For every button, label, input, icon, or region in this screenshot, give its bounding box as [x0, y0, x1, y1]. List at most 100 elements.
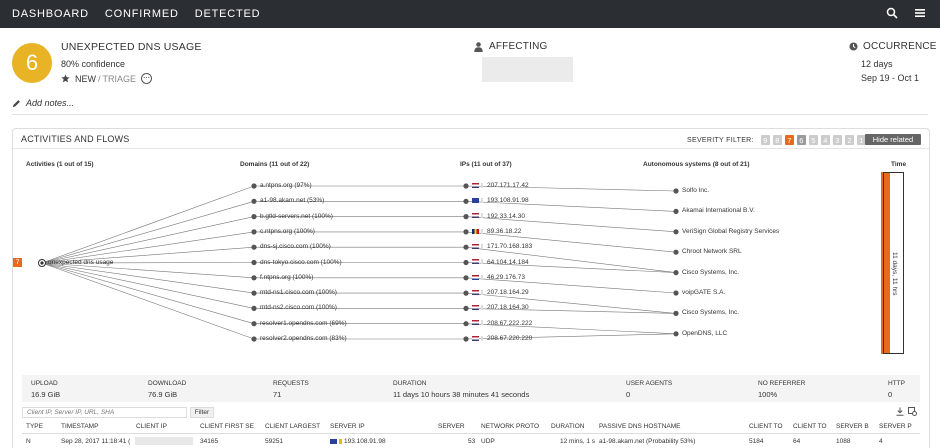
col-server-p[interactable]: SERVER P [879, 423, 912, 430]
domain-node[interactable] [251, 214, 257, 220]
domain-label[interactable]: mtd-ns1.cisco.com (100%) [260, 289, 337, 297]
domain-node[interactable] [251, 259, 257, 266]
ip-label[interactable]: 89.36.18.22 [472, 228, 521, 236]
domain-label[interactable]: f.ntpns.org (100%) [260, 273, 314, 281]
domain-node[interactable] [251, 183, 257, 189]
activity-label[interactable]: unexpected dns usage [48, 259, 114, 266]
severity-4-button[interactable]: 4 [820, 135, 830, 145]
as-node[interactable] [673, 331, 679, 337]
ip-label[interactable]: 208.67.220.220 [472, 335, 532, 343]
domain-node[interactable] [251, 305, 257, 311]
menu-icon[interactable] [914, 7, 928, 21]
domain-label[interactable]: c.ntpns.org (100%) [260, 227, 315, 235]
domain-label[interactable]: a1-98.akam.net (53%) [260, 197, 325, 205]
domain-node[interactable] [251, 198, 257, 204]
flow-filter-input[interactable] [22, 407, 187, 418]
domain-label[interactable]: resolver1.opendns.com (69%) [260, 319, 347, 327]
severity-1-button[interactable]: 1 [856, 135, 866, 145]
severity-7-button[interactable]: 7 [784, 135, 794, 145]
col-client-largest[interactable]: CLIENT LARGEST [265, 423, 321, 430]
domain-label[interactable]: a.ntpns.org (97%) [260, 182, 312, 189]
as-node[interactable] [673, 188, 679, 194]
row-server-ip[interactable]: 193.108.91.98 [330, 438, 386, 445]
more-options-icon[interactable]: ⋯ [141, 73, 153, 84]
domain-label[interactable]: dns-sj.cisco.com (100%) [260, 243, 331, 251]
severity-9-button[interactable]: 9 [760, 135, 770, 145]
ip-node[interactable] [463, 183, 469, 189]
as-label[interactable]: VeriSign Global Registry Services [682, 227, 780, 235]
tab-detected[interactable]: DETECTED [194, 8, 261, 20]
col-duration[interactable]: DURATION [551, 423, 585, 430]
ip-label[interactable]: 207.171.17.42 [472, 182, 529, 190]
ip-node[interactable] [463, 321, 469, 327]
ip-label[interactable]: 46.29.176.73 [472, 274, 525, 282]
severity-5-button[interactable]: 5 [808, 135, 818, 145]
col-network-proto[interactable]: NETWORK PROTO [481, 423, 540, 430]
domain-node[interactable] [251, 229, 257, 235]
col-client-to-2[interactable]: CLIENT TO [793, 423, 827, 430]
col-timestamp[interactable]: TIMESTAMP [61, 423, 99, 430]
ip-node[interactable] [463, 275, 469, 281]
as-label[interactable]: voipGATE S.A. [682, 289, 726, 296]
domain-node[interactable] [251, 336, 257, 342]
col-client-first[interactable]: CLIENT FIRST SE [200, 423, 254, 430]
star-icon[interactable] [61, 74, 70, 83]
search-icon[interactable] [886, 7, 900, 21]
ip-label[interactable]: 171.70.168.183 [472, 243, 532, 251]
domain-node[interactable] [251, 275, 257, 281]
as-node[interactable] [673, 290, 679, 296]
as-label[interactable]: Solfo Inc. [682, 187, 710, 194]
ip-node[interactable] [463, 305, 469, 311]
col-client-to-1[interactable]: CLIENT TO [749, 423, 783, 430]
col-type[interactable]: TYPE [26, 423, 43, 430]
severity-3-button[interactable]: 3 [832, 135, 842, 145]
row-hostname[interactable]: a1-98.akam.net (Probability 53%) [599, 438, 696, 445]
add-notes-link[interactable]: Add notes... [12, 98, 74, 108]
ip-node[interactable] [463, 290, 469, 296]
ip-node[interactable] [463, 229, 469, 235]
as-node[interactable] [673, 229, 679, 235]
filter-button[interactable]: Filter [190, 407, 214, 418]
as-label[interactable]: OpenDNS, LLC [682, 329, 728, 337]
severity-8-button[interactable]: 8 [772, 135, 782, 145]
as-label[interactable]: Akamai International B.V. [682, 207, 755, 215]
as-node[interactable] [673, 310, 679, 316]
download-icon[interactable] [896, 407, 904, 416]
as-node[interactable] [673, 270, 679, 276]
ip-label[interactable]: 192.33.14.30 [472, 213, 525, 221]
as-label[interactable]: Cisco Systems, Inc. [682, 268, 740, 276]
ip-node[interactable] [463, 336, 469, 342]
col-server[interactable]: SERVER [438, 423, 465, 430]
col-server-ip[interactable]: SERVER IP [330, 423, 365, 430]
ip-node[interactable] [463, 244, 469, 250]
domain-label[interactable]: mtd-ns2.cisco.com (100%) [260, 304, 337, 312]
ip-label[interactable]: 207.18.164.29 [472, 289, 529, 297]
ip-node[interactable] [463, 198, 469, 204]
ip-label[interactable]: 193.108.91.98 [472, 197, 529, 205]
as-node[interactable] [673, 208, 679, 214]
severity-2-button[interactable]: 2 [844, 135, 854, 145]
domain-node[interactable] [251, 244, 257, 250]
tab-confirmed[interactable]: CONFIRMED [104, 8, 179, 20]
hide-related-button[interactable]: Hide related [865, 134, 921, 145]
tab-dashboard[interactable]: DASHBOARD [12, 8, 89, 20]
domain-node[interactable] [251, 290, 257, 296]
ip-label[interactable]: 64.104.14.184 [472, 259, 529, 267]
status-new[interactable]: NEW [75, 73, 96, 84]
domain-node[interactable] [251, 321, 257, 327]
ip-node[interactable] [463, 214, 469, 220]
as-label[interactable]: Chroot Network SRL [682, 248, 742, 256]
column-settings-icon[interactable] [908, 407, 917, 416]
ip-label[interactable]: 207.18.164.30 [472, 304, 529, 312]
as-node[interactable] [673, 249, 679, 255]
col-server-b[interactable]: SERVER B [836, 423, 869, 430]
severity-6-button[interactable]: 6 [796, 135, 806, 145]
domain-label[interactable]: dns-tokyo.cisco.com (100%) [260, 258, 342, 266]
status-triage[interactable]: TRIAGE [102, 73, 137, 84]
domain-label[interactable]: b.gtld-servers.net (100%) [260, 212, 333, 220]
domain-label[interactable]: resolver2.opendns.com (83%) [260, 335, 347, 342]
col-client-ip[interactable]: CLIENT IP [136, 423, 167, 430]
col-passive-dns-hostname[interactable]: PASSIVE DNS HOSTNAME [599, 423, 681, 430]
ip-label[interactable]: 208.67.222.222 [472, 320, 532, 328]
as-label[interactable]: Cisco Systems, Inc. [682, 309, 740, 317]
